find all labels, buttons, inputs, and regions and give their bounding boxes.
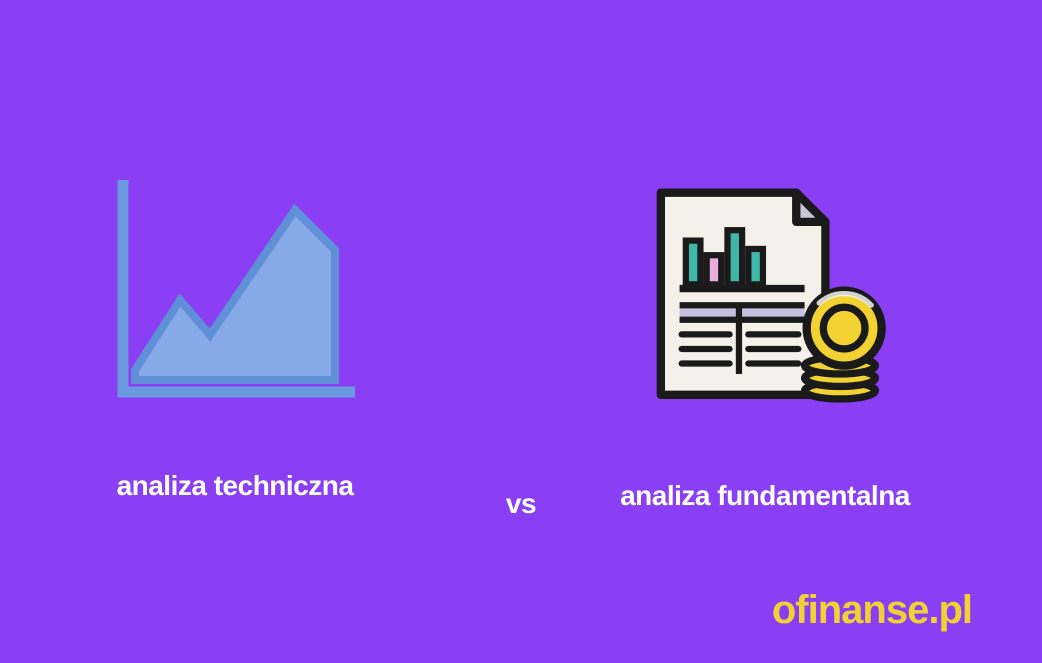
brand-text: ofinanse.pl (772, 588, 972, 633)
financial-report-icon (635, 170, 895, 430)
area-chart-icon (105, 160, 365, 420)
right-panel: analiza fundamentalna (585, 170, 945, 512)
right-label: analiza fundamentalna (620, 480, 910, 512)
left-panel: analiza techniczna (70, 160, 400, 502)
